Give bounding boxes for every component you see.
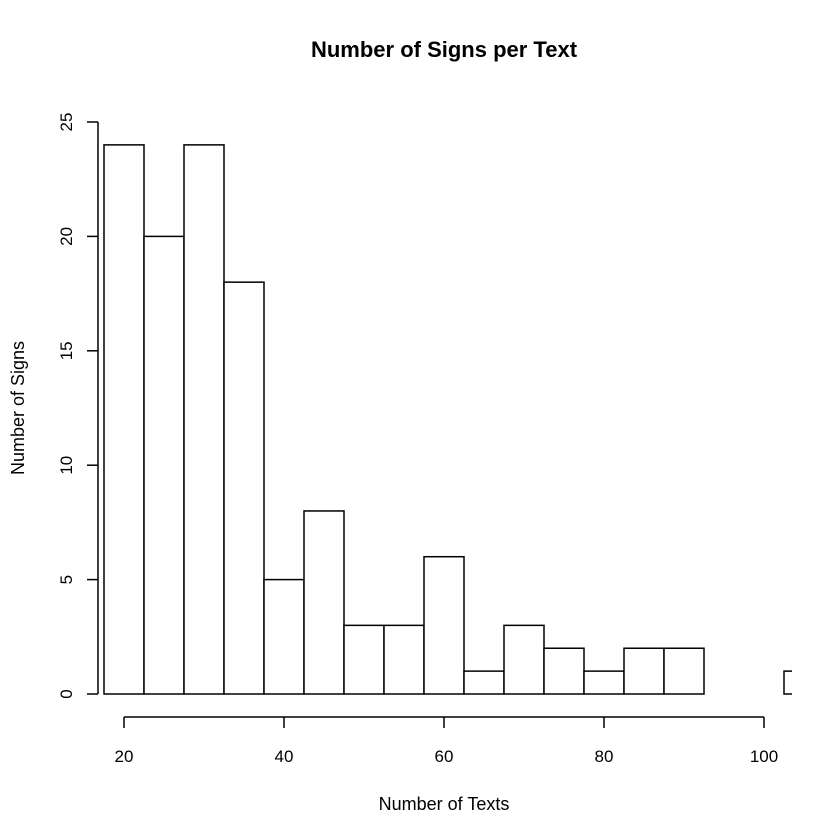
y-axis: 0 5 10 15 20 25 xyxy=(57,113,99,699)
x-tick-label: 40 xyxy=(275,747,294,766)
histogram-bar-17 xyxy=(783,670,792,695)
histogram-bar-0 xyxy=(103,144,145,695)
y-tick-label: 5 xyxy=(57,575,76,584)
histogram-bar-3 xyxy=(223,281,265,695)
y-axis-label: Number of Signs xyxy=(8,341,28,475)
histogram-bar-9 xyxy=(463,670,505,695)
histogram-bar-14 xyxy=(663,647,705,695)
bars-group xyxy=(103,144,792,695)
chart-title: Number of Signs per Text xyxy=(311,37,578,62)
histogram-bar-1 xyxy=(143,235,185,695)
y-tick-label: 0 xyxy=(57,689,76,698)
histogram-bar-6 xyxy=(343,624,385,695)
histogram-bar-7 xyxy=(383,624,425,695)
x-tick-label: 60 xyxy=(435,747,454,766)
y-tick-label: 20 xyxy=(57,227,76,246)
histogram-bar-2 xyxy=(183,144,225,695)
histogram-bar-4 xyxy=(263,578,305,695)
x-axis: 20 40 60 80 100 xyxy=(115,716,778,766)
histogram-bar-5 xyxy=(303,510,345,695)
histogram-bar-12 xyxy=(583,670,625,695)
histogram-bar-13 xyxy=(623,647,665,695)
y-tick-label: 10 xyxy=(57,456,76,475)
x-tick-label: 80 xyxy=(595,747,614,766)
histogram-bar-8 xyxy=(423,555,465,695)
x-tick-label: 100 xyxy=(750,747,778,766)
histogram-bar-11 xyxy=(543,647,585,695)
y-tick-label: 25 xyxy=(57,113,76,132)
x-tick-label: 20 xyxy=(115,747,134,766)
x-axis-label: Number of Texts xyxy=(379,794,510,814)
histogram-bar-10 xyxy=(503,624,545,695)
y-tick-label: 15 xyxy=(57,341,76,360)
